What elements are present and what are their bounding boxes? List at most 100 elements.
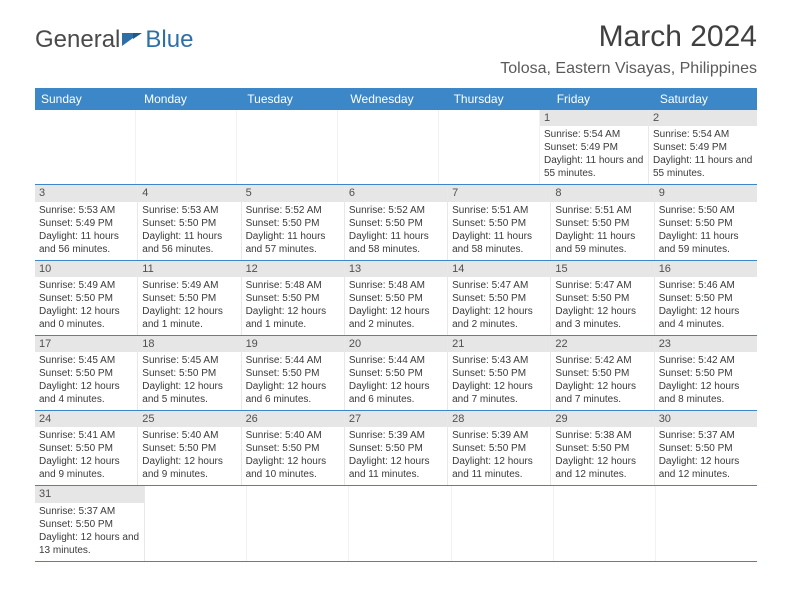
day-cell: 17 Sunrise: 5:45 AMSunset: 5:50 PMDayligh… xyxy=(35,336,138,410)
sunrise-line: Sunrise: 5:53 AM xyxy=(142,204,236,217)
day-number: 24 xyxy=(35,411,137,427)
day-cell: 15Sunrise: 5:47 AMSunset: 5:50 PMDayligh… xyxy=(551,261,654,335)
sunrise-line: Sunrise: 5:42 AM xyxy=(555,354,649,367)
daylight-line: Daylight: 11 hours and 56 minutes. xyxy=(142,230,236,256)
sunrise-line: Sunrise: 5:39 AM xyxy=(452,429,546,442)
day-cell: 16 Sunrise: 5:46 AMSunset: 5:50 PMDayligh… xyxy=(655,261,757,335)
week-row: 24Sunrise: 5:41 AMSunset: 5:50 PMDayligh… xyxy=(35,411,757,486)
daylight-line: Daylight: 12 hours and 1 minute. xyxy=(142,305,236,331)
day-cell: 30Sunrise: 5:37 AMSunset: 5:50 PMDayligh… xyxy=(655,411,757,485)
empty-day-cell xyxy=(247,486,349,560)
day-cell: 23Sunrise: 5:42 AMSunset: 5:50 PMDayligh… xyxy=(655,336,757,410)
daylight-line: Daylight: 12 hours and 2 minutes. xyxy=(349,305,443,331)
sunrise-line: Sunrise: 5:53 AM xyxy=(39,204,133,217)
day-number: 4 xyxy=(138,185,240,201)
day-number: 13 xyxy=(345,261,447,277)
sunrise-line: Sunrise: 5:49 AM xyxy=(142,279,236,292)
daylight-line: Daylight: 12 hours and 6 minutes. xyxy=(349,380,443,406)
daylight-line: Daylight: 12 hours and 11 minutes. xyxy=(452,455,546,481)
sunrise-line: Sunrise: 5:51 AM xyxy=(452,204,546,217)
empty-day-cell xyxy=(145,486,247,560)
day-number: 18 xyxy=(138,336,240,352)
calendar-page: General Blue March 2024 Tolosa, Eastern … xyxy=(0,0,792,582)
day-cell: 31Sunrise: 5:37 AMSunset: 5:50 PMDayligh… xyxy=(35,486,145,560)
day-number: 5 xyxy=(242,185,344,201)
daylight-line: Daylight: 12 hours and 11 minutes. xyxy=(349,455,443,481)
sunrise-line: Sunrise: 5:37 AM xyxy=(659,429,753,442)
empty-day-cell xyxy=(35,110,136,184)
sunset-line: Sunset: 5:49 PM xyxy=(653,141,753,154)
sunrise-line: Sunrise: 5:46 AM xyxy=(659,279,753,292)
day-cell: 28Sunrise: 5:39 AMSunset: 5:50 PMDayligh… xyxy=(448,411,551,485)
daylight-line: Daylight: 11 hours and 57 minutes. xyxy=(246,230,340,256)
day-number: 17 xyxy=(35,336,137,352)
sunrise-line: Sunrise: 5:38 AM xyxy=(555,429,649,442)
daylight-line: Daylight: 12 hours and 13 minutes. xyxy=(39,531,140,557)
flag-icon xyxy=(122,26,144,54)
day-cell: 2Sunrise: 5:54 AMSunset: 5:49 PMDaylight… xyxy=(649,110,757,184)
day-number: 16 xyxy=(655,261,757,277)
daylight-line: Daylight: 12 hours and 12 minutes. xyxy=(555,455,649,481)
day-number: 30 xyxy=(655,411,757,427)
empty-day-cell xyxy=(338,110,439,184)
day-cell: 24Sunrise: 5:41 AMSunset: 5:50 PMDayligh… xyxy=(35,411,138,485)
day-cell: 5Sunrise: 5:52 AMSunset: 5:50 PMDaylight… xyxy=(242,185,345,259)
daylight-line: Daylight: 12 hours and 4 minutes. xyxy=(39,380,133,406)
sunrise-line: Sunrise: 5:41 AM xyxy=(39,429,133,442)
week-row: 1Sunrise: 5:54 AMSunset: 5:49 PMDaylight… xyxy=(35,110,757,185)
daylight-line: Daylight: 12 hours and 3 minutes. xyxy=(555,305,649,331)
sunset-line: Sunset: 5:50 PM xyxy=(39,367,133,380)
dow-friday: Friday xyxy=(551,88,654,110)
logo-text-blue: Blue xyxy=(145,26,193,54)
daylight-line: Daylight: 12 hours and 4 minutes. xyxy=(659,305,753,331)
day-cell: 26Sunrise: 5:40 AMSunset: 5:50 PMDayligh… xyxy=(242,411,345,485)
day-cell: 29Sunrise: 5:38 AMSunset: 5:50 PMDayligh… xyxy=(551,411,654,485)
day-number: 10 xyxy=(35,261,137,277)
sunrise-line: Sunrise: 5:45 AM xyxy=(142,354,236,367)
daylight-line: Daylight: 12 hours and 12 minutes. xyxy=(659,455,753,481)
day-cell: 21Sunrise: 5:43 AMSunset: 5:50 PMDayligh… xyxy=(448,336,551,410)
sunset-line: Sunset: 5:50 PM xyxy=(555,367,649,380)
dow-thursday: Thursday xyxy=(448,88,551,110)
dow-wednesday: Wednesday xyxy=(344,88,447,110)
sunrise-line: Sunrise: 5:52 AM xyxy=(246,204,340,217)
logo-text-general: General xyxy=(35,26,120,54)
daylight-line: Daylight: 12 hours and 9 minutes. xyxy=(142,455,236,481)
sunrise-line: Sunrise: 5:40 AM xyxy=(142,429,236,442)
location-subtitle: Tolosa, Eastern Visayas, Philippines xyxy=(500,60,757,78)
day-cell: 11Sunrise: 5:49 AMSunset: 5:50 PMDayligh… xyxy=(138,261,241,335)
sunrise-line: Sunrise: 5:45 AM xyxy=(39,354,133,367)
sunset-line: Sunset: 5:50 PM xyxy=(452,217,546,230)
day-cell: 4Sunrise: 5:53 AMSunset: 5:50 PMDaylight… xyxy=(138,185,241,259)
sunset-line: Sunset: 5:50 PM xyxy=(349,442,443,455)
sunrise-line: Sunrise: 5:47 AM xyxy=(452,279,546,292)
calendar-grid: Sunday Monday Tuesday Wednesday Thursday… xyxy=(35,88,757,562)
dow-tuesday: Tuesday xyxy=(241,88,344,110)
daylight-line: Daylight: 11 hours and 59 minutes. xyxy=(555,230,649,256)
day-number: 6 xyxy=(345,185,447,201)
empty-day-cell xyxy=(452,486,554,560)
sunrise-line: Sunrise: 5:44 AM xyxy=(349,354,443,367)
day-number: 25 xyxy=(138,411,240,427)
week-row: 17Sunrise: 5:45 AMSunset: 5:50 PMDayligh… xyxy=(35,336,757,411)
day-cell: 13Sunrise: 5:48 AMSunset: 5:50 PMDayligh… xyxy=(345,261,448,335)
day-cell: 20Sunrise: 5:44 AMSunset: 5:50 PMDayligh… xyxy=(345,336,448,410)
daylight-line: Daylight: 12 hours and 7 minutes. xyxy=(452,380,546,406)
day-number: 23 xyxy=(655,336,757,352)
sunset-line: Sunset: 5:50 PM xyxy=(555,217,649,230)
day-number: 26 xyxy=(242,411,344,427)
sunset-line: Sunset: 5:49 PM xyxy=(544,141,644,154)
day-number: 12 xyxy=(242,261,344,277)
day-cell: 8Sunrise: 5:51 AMSunset: 5:50 PMDaylight… xyxy=(551,185,654,259)
sunrise-line: Sunrise: 5:49 AM xyxy=(39,279,133,292)
daylight-line: Daylight: 11 hours and 58 minutes. xyxy=(349,230,443,256)
sunset-line: Sunset: 5:50 PM xyxy=(39,292,133,305)
day-cell: 10Sunrise: 5:49 AMSunset: 5:50 PMDayligh… xyxy=(35,261,138,335)
daylight-line: Daylight: 12 hours and 2 minutes. xyxy=(452,305,546,331)
week-row: 31Sunrise: 5:37 AMSunset: 5:50 PMDayligh… xyxy=(35,486,757,561)
daylight-line: Daylight: 11 hours and 59 minutes. xyxy=(659,230,753,256)
sunset-line: Sunset: 5:50 PM xyxy=(659,292,753,305)
sunset-line: Sunset: 5:50 PM xyxy=(452,367,546,380)
day-cell: 6Sunrise: 5:52 AMSunset: 5:50 PMDaylight… xyxy=(345,185,448,259)
day-cell: 19Sunrise: 5:44 AMSunset: 5:50 PMDayligh… xyxy=(242,336,345,410)
